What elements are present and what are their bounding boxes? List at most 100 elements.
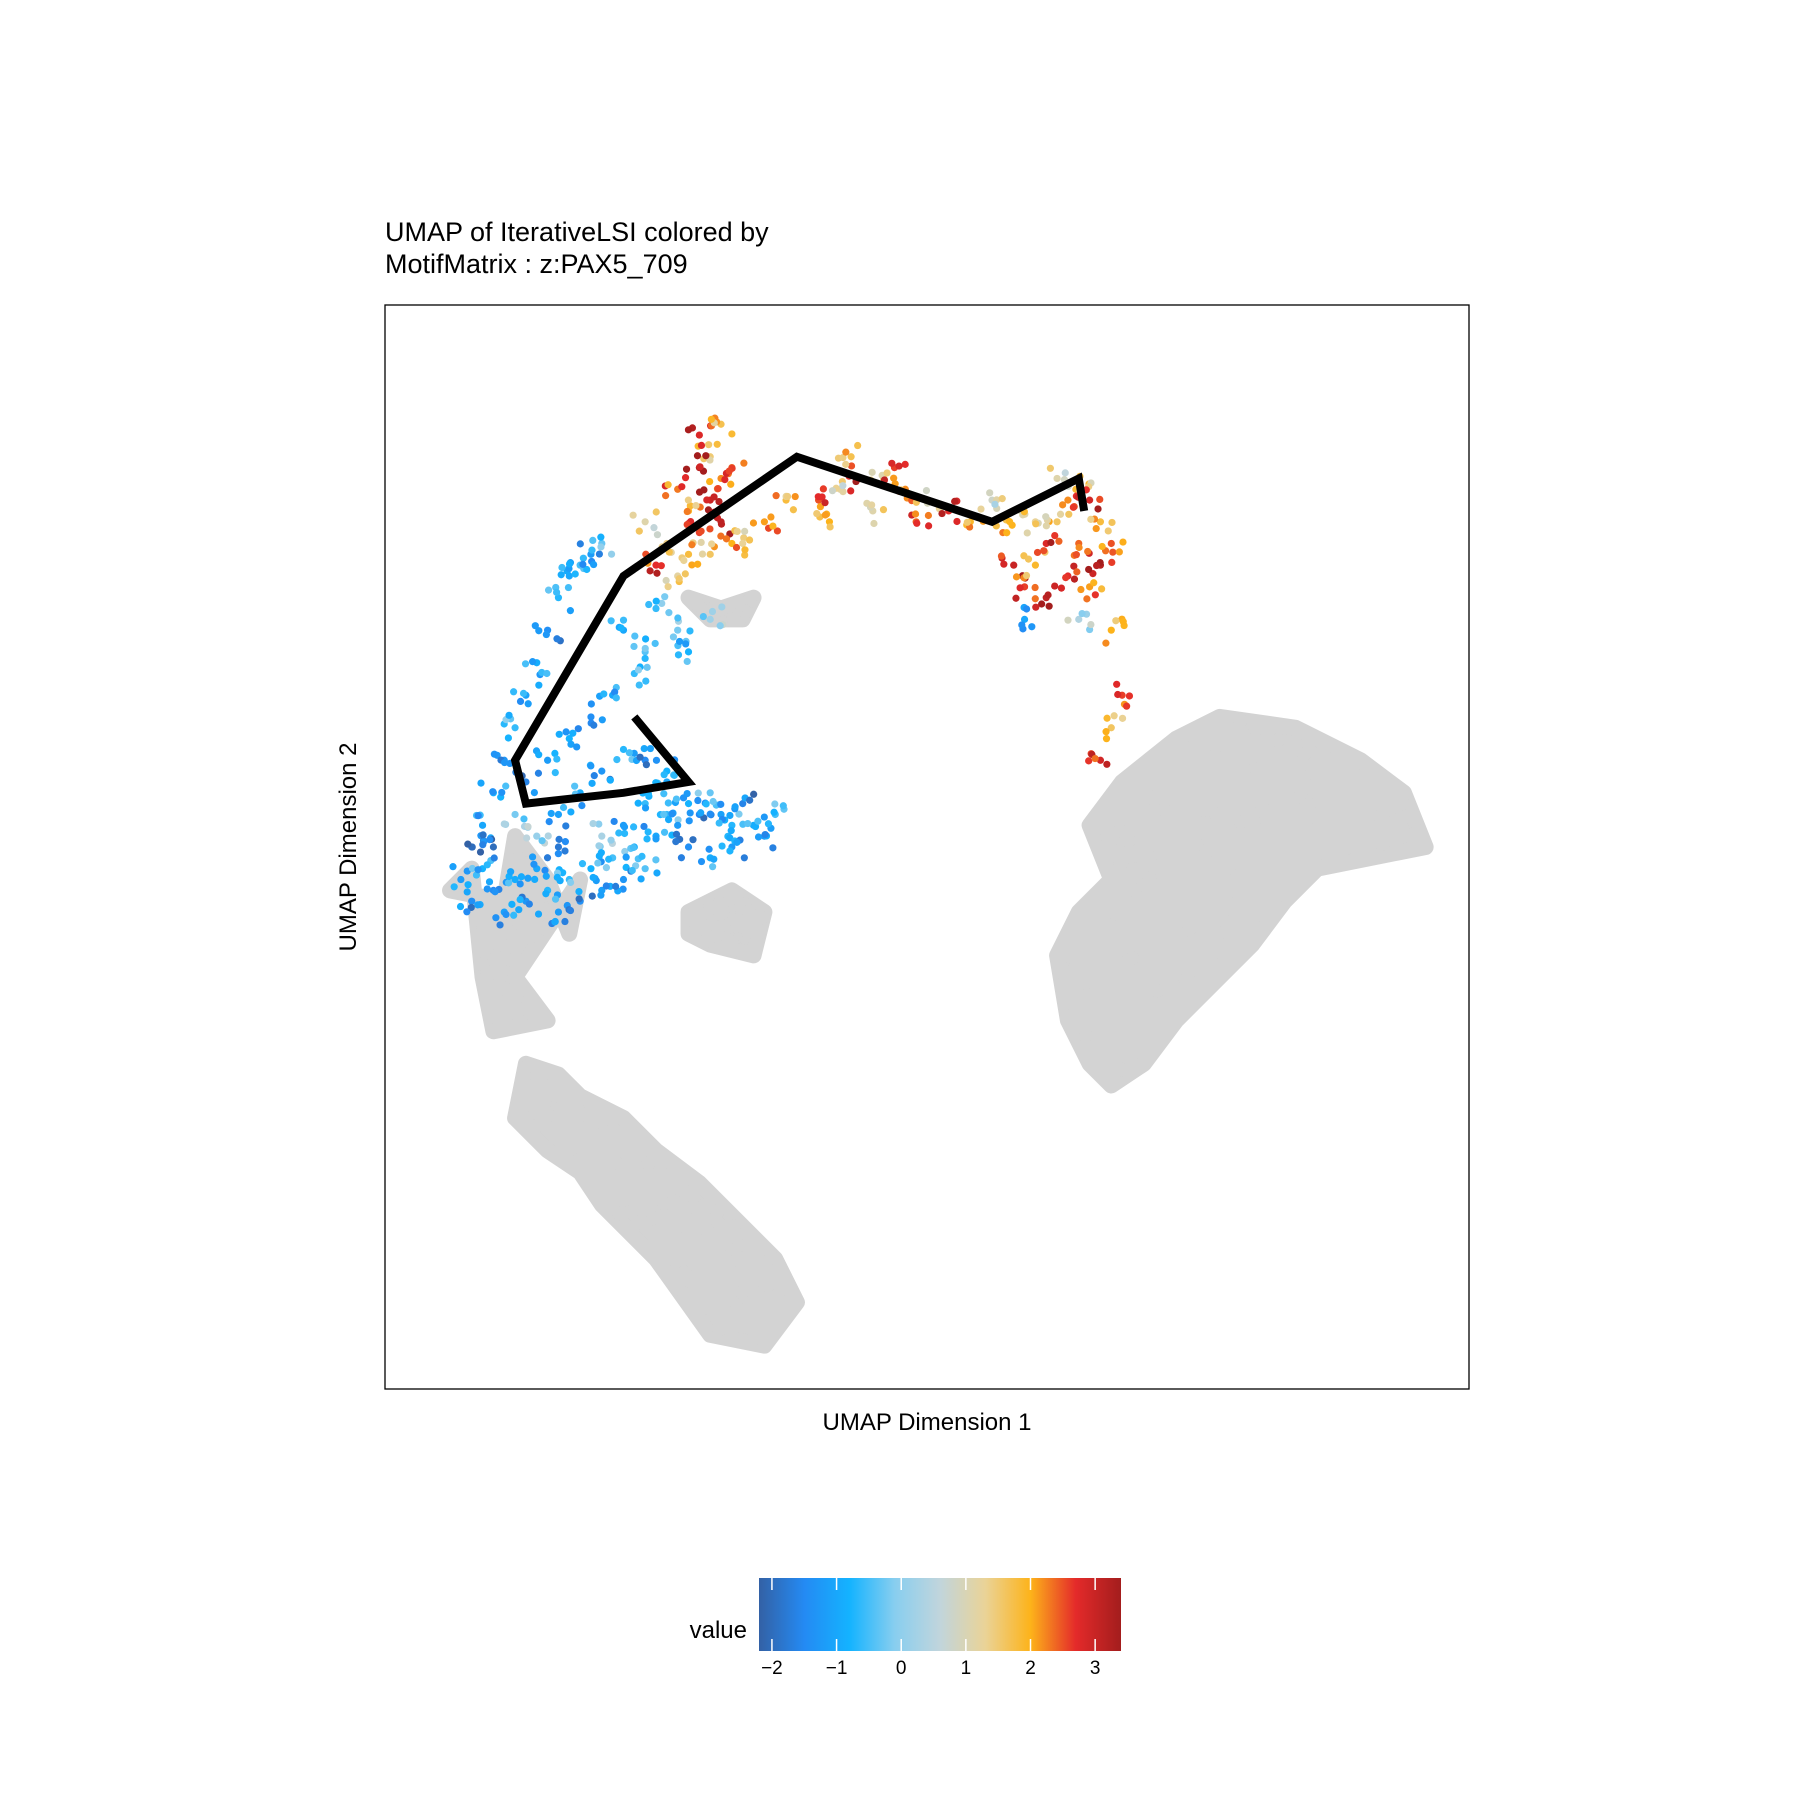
background-point: [734, 1285, 749, 1300]
data-point-halo: [543, 854, 552, 862]
colorbar-tick-label: −2: [761, 1658, 783, 1679]
data-point-halo: [641, 804, 650, 812]
data-point-halo: [573, 743, 581, 751]
background-point: [564, 1142, 579, 1157]
data-point-halo: [606, 776, 614, 784]
data-point-halo: [521, 660, 530, 668]
data-point-halo: [699, 612, 707, 621]
data-point-halo: [922, 487, 931, 495]
data-point-halo: [678, 483, 686, 491]
data-point: [760, 518, 769, 526]
data-point-halo: [653, 531, 662, 539]
data-point-halo: [750, 790, 758, 798]
background-point: [1375, 837, 1390, 852]
data-point-halo: [1042, 513, 1050, 521]
background-point: [1196, 815, 1211, 830]
data-point-halo: [1031, 595, 1039, 603]
background-point: [733, 943, 748, 958]
data-point-halo: [718, 842, 726, 850]
data-point-halo: [561, 838, 569, 846]
data-point-halo: [662, 492, 670, 500]
data-point-halo: [485, 878, 494, 886]
data-point-halo: [576, 540, 584, 548]
data-point-halo: [575, 895, 583, 903]
background-point: [520, 1059, 535, 1074]
background-point: [537, 921, 552, 936]
data-point-halo: [682, 465, 691, 473]
data-point-halo: [688, 561, 696, 569]
background-point: [1324, 752, 1339, 767]
data-point-halo: [727, 480, 735, 488]
background-point: [699, 1222, 714, 1237]
background-point: [1054, 960, 1069, 975]
data-point-halo: [733, 527, 741, 536]
data-point-halo: [688, 541, 696, 549]
data-point-halo: [681, 474, 690, 482]
data-point: [554, 843, 563, 851]
background-point: [726, 1219, 741, 1234]
data-point-halo: [622, 853, 630, 861]
data-point-halo: [911, 510, 920, 518]
data-point-halo: [767, 513, 775, 521]
chart-title-line2: MotifMatrix : z:PAX5_709: [385, 249, 688, 279]
background-point: [761, 1278, 776, 1293]
data-point-halo: [551, 895, 560, 903]
data-point-halo: [578, 801, 586, 810]
data-point: [1010, 561, 1018, 569]
background-point: [1126, 861, 1141, 876]
data-point-halo: [558, 563, 566, 572]
colorbar-tick-label: 3: [1090, 1658, 1101, 1679]
data-point-halo: [615, 829, 623, 837]
data-point-halo: [643, 835, 651, 843]
data-point-halo: [1093, 561, 1101, 570]
background-point: [480, 921, 495, 936]
data-point-halo: [620, 829, 629, 838]
data-point-halo: [731, 803, 739, 811]
data-point-halo: [554, 850, 562, 858]
data-point-halo: [772, 492, 780, 500]
data-point: [728, 821, 736, 829]
data-point-halo: [634, 666, 643, 674]
data-point-halo: [1023, 529, 1031, 537]
data-point-halo: [700, 486, 708, 494]
data-point-halo: [977, 505, 985, 513]
colorbar-tick-label: 1: [961, 1658, 972, 1679]
data-point-halo: [702, 800, 710, 808]
data-point: [739, 539, 747, 548]
background-point: [674, 1178, 689, 1193]
data-point-halo: [490, 854, 498, 862]
background-point: [1234, 826, 1249, 841]
background-point: [622, 1205, 637, 1220]
data-point-halo: [669, 633, 678, 641]
background-point: [723, 1255, 738, 1270]
data-point-halo: [868, 501, 876, 509]
chart-title-line1: UMAP of IterativeLSI colored by: [385, 217, 769, 247]
data-point: [652, 561, 660, 569]
background-point: [746, 1274, 761, 1289]
data-point-halo: [587, 762, 595, 770]
data-point-halo: [597, 533, 605, 541]
background-point: [515, 1100, 530, 1115]
background-point: [1158, 860, 1173, 875]
data-point-halo: [613, 755, 621, 764]
data-point-halo: [732, 543, 741, 552]
data-point-halo: [709, 863, 717, 871]
data-point-halo: [708, 607, 717, 616]
data-point-halo: [847, 487, 855, 495]
data-point-halo: [708, 540, 716, 548]
colorbar-tick-label: −1: [826, 1658, 848, 1679]
background-point: [686, 1199, 701, 1214]
data-point-halo: [1022, 571, 1031, 580]
background-point: [727, 611, 742, 626]
background-point: [696, 1300, 711, 1315]
data-point-halo: [665, 609, 673, 617]
data-point: [544, 756, 552, 764]
background-point: [1127, 883, 1142, 898]
data-point-halo: [670, 771, 678, 779]
background-point: [1212, 926, 1227, 941]
data-point-halo: [998, 495, 1006, 503]
background-point: [1395, 796, 1410, 811]
data-point: [1053, 474, 1061, 483]
background-point: [523, 945, 538, 960]
data-point-halo: [504, 734, 512, 742]
